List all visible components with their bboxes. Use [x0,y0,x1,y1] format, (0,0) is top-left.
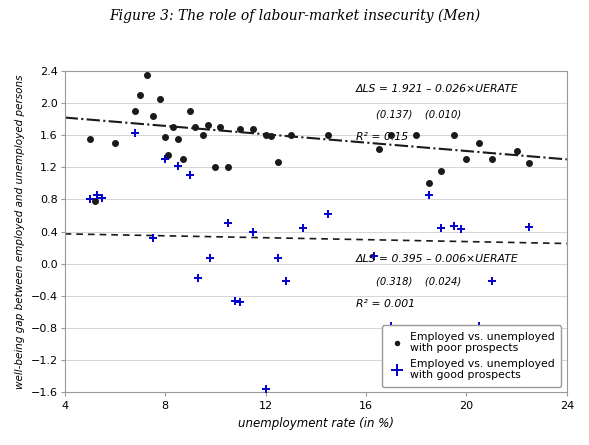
Text: ΔLS = 1.921 – 0.026×UERATE: ΔLS = 1.921 – 0.026×UERATE [356,84,519,93]
Point [369,252,378,259]
Point [203,122,213,129]
Point [261,386,270,393]
Point [143,71,152,78]
Point [92,192,102,199]
Point [135,91,145,98]
Point [474,139,484,146]
Point [130,107,140,114]
Point [281,278,290,285]
Point [436,168,446,175]
Text: (0.137)    (0.010): (0.137) (0.010) [376,109,461,119]
Point [148,235,157,242]
Point [299,225,308,232]
Point [323,131,333,138]
Text: ΔLS = 0.395 – 0.006×UERATE: ΔLS = 0.395 – 0.006×UERATE [356,254,519,264]
Point [487,156,497,163]
Point [386,323,396,330]
Point [374,146,383,153]
Point [386,131,396,138]
Point [424,180,434,187]
Point [456,226,466,233]
Point [231,297,240,304]
Text: (0.318)    (0.024): (0.318) (0.024) [376,277,461,287]
Legend: Employed vs. unemployed
with poor prospects, Employed vs. unemployed
with good p: Employed vs. unemployed with poor prospe… [382,325,561,387]
Point [223,220,233,227]
Point [163,152,173,159]
X-axis label: unemployment rate (in %): unemployment rate (in %) [238,417,394,430]
Point [248,125,257,132]
Point [211,164,220,171]
Point [148,112,157,119]
Point [323,210,333,218]
Point [412,131,421,138]
Point [273,158,283,165]
Point [110,139,120,146]
Y-axis label: well-being gap between employed and unemployed persons: well-being gap between employed and unem… [15,74,25,389]
Point [273,255,283,262]
Point [85,135,94,142]
Point [487,278,497,285]
Point [160,133,170,140]
Point [266,132,275,139]
Point [462,156,471,163]
Point [512,148,521,155]
Point [85,196,94,203]
Point [216,123,225,130]
Point [248,228,257,235]
Point [524,160,534,167]
Point [524,223,534,230]
Point [160,156,170,163]
Point [193,275,203,282]
Point [186,172,195,179]
Point [98,194,107,201]
Point [173,135,183,142]
Point [173,162,183,169]
Text: R² = 0.001: R² = 0.001 [356,299,415,309]
Point [198,131,207,138]
Point [223,164,233,171]
Point [449,131,459,138]
Point [130,129,140,136]
Point [474,323,484,330]
Point [90,198,100,205]
Text: Figure 3: The role of labour-market insecurity (Men): Figure 3: The role of labour-market inse… [109,9,480,23]
Point [190,123,200,130]
Point [424,191,434,198]
Point [261,131,270,138]
Point [449,222,459,230]
Point [186,107,195,114]
Point [155,95,165,102]
Point [236,298,245,305]
Point [178,156,187,163]
Point [236,126,245,133]
Point [436,224,446,231]
Text: R² = 0.15: R² = 0.15 [356,132,408,142]
Point [206,255,215,262]
Point [286,131,295,138]
Point [168,123,177,130]
